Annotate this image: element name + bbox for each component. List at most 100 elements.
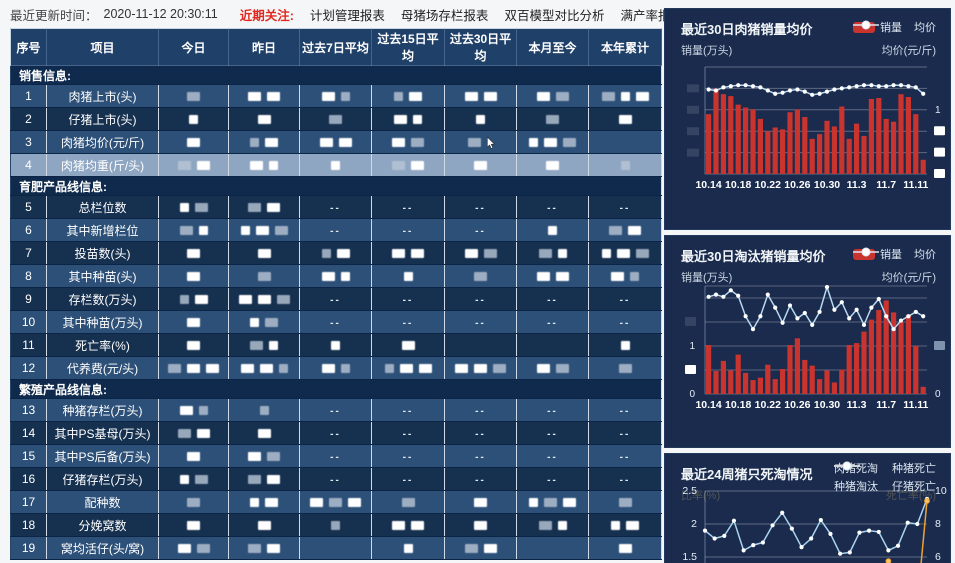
table-row-5[interactable]: 5 总栏位数 -- -- -- -- -- bbox=[10, 195, 662, 219]
table-row-15[interactable]: 15 其中PS后备(万头) -- -- -- -- -- bbox=[10, 444, 662, 468]
redacted-value-block bbox=[474, 521, 487, 531]
no-data-dashes: -- bbox=[402, 295, 414, 306]
table-row-7[interactable]: 7 投苗数(头) bbox=[10, 241, 662, 265]
line-marker-icon bbox=[853, 247, 879, 257]
table-row-9[interactable]: 9 存栏数(万头) -- -- -- -- -- bbox=[10, 287, 662, 311]
redacted-value-block bbox=[483, 92, 497, 102]
redacted-value-block bbox=[179, 226, 193, 236]
legend-item-price[interactable]: 均价 bbox=[853, 19, 936, 35]
value-cell bbox=[158, 536, 229, 560]
row-label: 肉猪上市(头) bbox=[46, 84, 159, 108]
value-cell bbox=[299, 84, 372, 108]
no-data-dashes: -- bbox=[330, 452, 341, 463]
svg-text:1.5: 1.5 bbox=[682, 551, 697, 563]
no-data-dashes: -- bbox=[475, 429, 486, 440]
redacted-value-block bbox=[392, 249, 405, 259]
value-cell bbox=[516, 130, 589, 154]
cull-sales-chart: 10 010.14 10.18 10.22 10.26 10.30 11.3 11.7 11.1… bbox=[685, 284, 945, 411]
value-cell bbox=[228, 356, 300, 380]
svg-text:10.14: 10.14 bbox=[695, 399, 721, 411]
table-row-14[interactable]: 14 其中PS基母(万头) -- -- -- -- -- bbox=[10, 421, 662, 445]
value-cell bbox=[158, 356, 229, 380]
redacted-value-block bbox=[265, 138, 278, 148]
value-cell bbox=[228, 218, 300, 242]
table-row-19[interactable]: 19 窝均活仔(头/窝) bbox=[10, 536, 662, 560]
value-cell: -- bbox=[371, 310, 445, 334]
value-cell bbox=[228, 107, 300, 131]
table-row-6[interactable]: 6 其中新增栏位 -- -- -- bbox=[10, 218, 662, 242]
svg-text:11.3: 11.3 bbox=[847, 179, 867, 191]
no-data-dashes: -- bbox=[402, 226, 414, 237]
section-header-row: 育肥产品线信息: bbox=[10, 176, 662, 196]
svg-text:10.22: 10.22 bbox=[755, 399, 781, 411]
table-row-17[interactable]: 17 配种数 bbox=[10, 490, 662, 514]
table-row-16[interactable]: 16 仔猪存栏(万头) -- -- -- -- -- bbox=[10, 467, 662, 491]
report-link-2[interactable]: 母猪场存栏报表 bbox=[400, 8, 489, 23]
value-cell: -- bbox=[444, 287, 517, 311]
chart-title: 最近30日淘汰猪销量均价 bbox=[681, 249, 826, 264]
table-row-12[interactable]: 12 代养费(元/头) bbox=[10, 356, 662, 380]
value-cell bbox=[299, 153, 372, 177]
updated-time-value: 2020-11-12 20:30:11 bbox=[103, 7, 218, 21]
svg-text:10.26: 10.26 bbox=[784, 179, 810, 191]
table-row-4[interactable]: 4 肉猪均重(斤/头) bbox=[10, 153, 662, 177]
table-row-13[interactable]: 13 种猪存栏(万头) -- -- -- -- -- bbox=[10, 398, 662, 422]
section-header-row: 销售信息: bbox=[10, 65, 662, 85]
table-row-3[interactable]: 3 肉猪均价(元/斤) bbox=[10, 130, 662, 154]
table-row-8[interactable]: 8 其中种苗(头) bbox=[10, 264, 662, 288]
value-cell bbox=[158, 84, 229, 108]
value-cell bbox=[158, 130, 229, 154]
report-link-3[interactable]: 双百模型对比分析 bbox=[504, 8, 605, 23]
value-cell bbox=[228, 195, 300, 219]
report-link-1[interactable]: 计划管理报表 bbox=[309, 8, 385, 23]
row-label: 其中PS基母(万头) bbox=[46, 421, 159, 445]
redacted-value-block bbox=[620, 341, 630, 351]
table-row-1[interactable]: 1 肉猪上市(头) bbox=[10, 84, 662, 108]
redacted-value-block bbox=[257, 272, 271, 282]
redacted-value-block bbox=[483, 544, 497, 554]
redacted-value-block bbox=[259, 406, 269, 416]
redacted-value-block bbox=[257, 429, 271, 439]
value-cell bbox=[158, 153, 229, 177]
value-cell bbox=[228, 467, 300, 491]
redacted-value-block bbox=[563, 498, 576, 508]
svg-text:10: 10 bbox=[935, 485, 947, 497]
redacted-value-block bbox=[179, 295, 189, 305]
legend-item-4[interactable]: 仔猪死亡 bbox=[834, 461, 936, 494]
table-row-10[interactable]: 10 其中种苗(万头) -- -- -- -- -- bbox=[10, 310, 662, 334]
redacted-value-block bbox=[257, 521, 271, 531]
value-cell bbox=[516, 241, 589, 265]
svg-text:11.3: 11.3 bbox=[847, 399, 867, 411]
value-cell bbox=[516, 333, 589, 357]
value-cell bbox=[588, 218, 662, 242]
no-data-dashes: -- bbox=[402, 203, 414, 214]
legend-item-price[interactable]: 均价 bbox=[853, 246, 936, 262]
value-cell bbox=[444, 513, 517, 537]
redacted-value-block bbox=[329, 498, 342, 508]
redacted-value-block bbox=[392, 138, 405, 148]
no-data-dashes: -- bbox=[619, 406, 631, 417]
redacted-value-block bbox=[196, 429, 210, 439]
table-row-2[interactable]: 2 仔猪上市(头) bbox=[10, 107, 662, 131]
redacted-value-block bbox=[618, 364, 632, 374]
no-data-dashes: -- bbox=[547, 318, 558, 329]
table-row-18[interactable]: 18 分娩窝数 bbox=[10, 513, 662, 537]
redacted-value-block bbox=[538, 521, 552, 531]
y-axis-unit-left: 比率(%) bbox=[681, 490, 721, 502]
column-header: 本月至今 bbox=[516, 28, 589, 66]
row-number: 4 bbox=[10, 153, 47, 177]
redacted-value-block bbox=[401, 341, 415, 351]
row-label: 种猪存栏(万头) bbox=[46, 398, 159, 422]
redacted-value-block bbox=[189, 115, 198, 125]
value-cell: -- bbox=[516, 444, 589, 468]
no-data-dashes: -- bbox=[547, 203, 558, 214]
value-cell bbox=[516, 356, 589, 380]
redacted-value-block bbox=[179, 475, 189, 485]
value-cell bbox=[228, 536, 300, 560]
redacted-value-block bbox=[329, 115, 342, 125]
value-cell bbox=[444, 333, 517, 357]
value-cell bbox=[588, 107, 662, 131]
value-cell: -- bbox=[588, 195, 662, 219]
row-number: 5 bbox=[10, 195, 47, 219]
table-row-11[interactable]: 11 死亡率(%) bbox=[10, 333, 662, 357]
